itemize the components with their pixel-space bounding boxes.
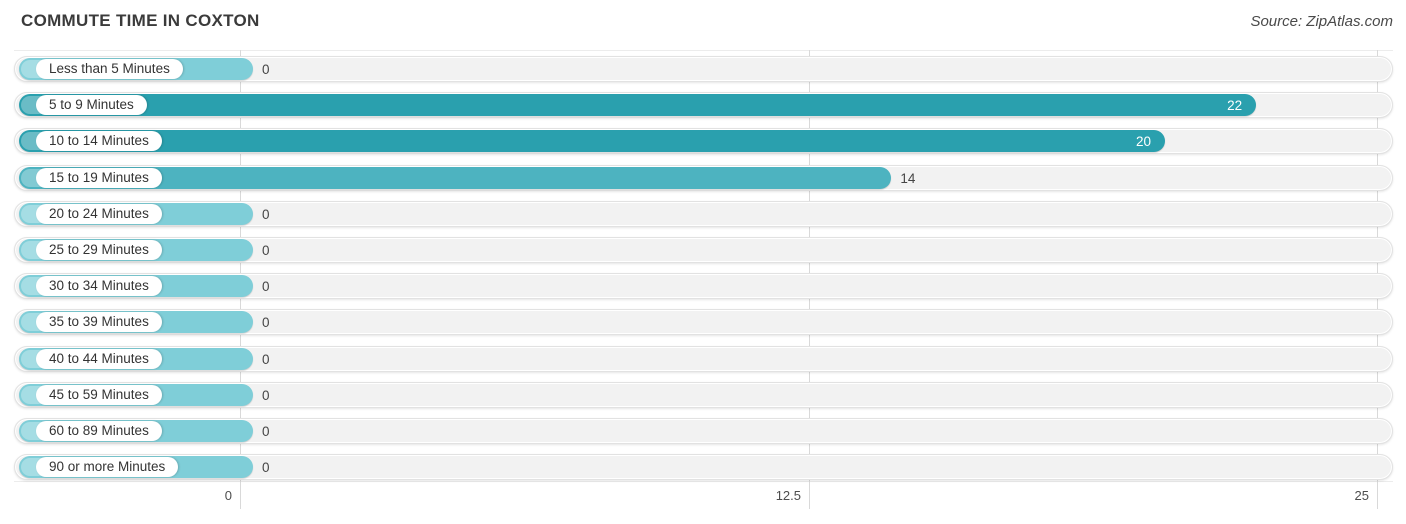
category-label-pill: 15 to 19 Minutes: [36, 167, 162, 188]
category-label-pill: 60 to 89 Minutes: [36, 420, 162, 441]
bar[interactable]: Less than 5 Minutes: [19, 58, 253, 80]
bar[interactable]: 60 to 89 Minutes: [19, 419, 253, 442]
category-label: 10 to 14 Minutes: [49, 133, 149, 149]
value-label: 0: [262, 242, 270, 258]
x-tick-label: 12.5: [775, 488, 801, 503]
value-label: 0: [262, 387, 270, 403]
category-label: 15 to 19 Minutes: [49, 169, 149, 185]
value-label: 0: [262, 206, 270, 222]
bar[interactable]: 40 to 44 Minutes: [19, 347, 253, 370]
category-label: 60 to 89 Minutes: [49, 422, 149, 438]
x-tick-label: 25: [1354, 488, 1369, 503]
category-label-pill: 90 or more Minutes: [36, 457, 179, 478]
bar-row: 30 to 34 Minutes 0: [14, 273, 1393, 300]
value-label: 0: [262, 279, 270, 295]
category-label-pill: 45 to 59 Minutes: [36, 384, 162, 405]
category-label-pill: Less than 5 Minutes: [36, 59, 183, 79]
value-label: 0: [262, 315, 270, 331]
category-label-pill: 35 to 39 Minutes: [36, 312, 162, 333]
bar-row: Less than 5 Minutes 0: [14, 56, 1393, 82]
category-label-pill: 10 to 14 Minutes: [36, 131, 162, 152]
category-label-pill: 25 to 29 Minutes: [36, 239, 162, 260]
x-tick-label: 0: [224, 488, 232, 503]
category-label: 90 or more Minutes: [49, 459, 166, 475]
value-label: 14: [900, 170, 916, 186]
bar[interactable]: 20 to 24 Minutes: [19, 202, 253, 225]
source-attribution: Source: ZipAtlas.com: [1250, 13, 1393, 30]
category-label: 5 to 9 Minutes: [49, 97, 134, 113]
category-label: 25 to 29 Minutes: [49, 241, 149, 257]
bar-row: 15 to 19 Minutes 14: [14, 164, 1393, 191]
bar-row: 90 or more Minutes 0: [14, 454, 1393, 481]
category-label: Less than 5 Minutes: [49, 61, 170, 76]
value-label: 0: [262, 460, 270, 476]
category-label: 20 to 24 Minutes: [49, 205, 149, 221]
bar-row: 40 to 44 Minutes 0: [14, 345, 1393, 372]
bar[interactable]: 10 to 14 Minutes: [19, 130, 1165, 153]
bar-row: 5 to 9 Minutes 22: [14, 92, 1393, 119]
category-label: 45 to 59 Minutes: [49, 386, 149, 402]
bar[interactable]: 35 to 39 Minutes: [19, 311, 253, 334]
bar-row: 60 to 89 Minutes 0: [14, 417, 1393, 444]
bar-row: 10 to 14 Minutes 20: [14, 128, 1393, 155]
category-label-pill: 20 to 24 Minutes: [36, 203, 162, 224]
value-label: 20: [1135, 134, 1151, 150]
value-label: 0: [262, 62, 270, 77]
category-label: 35 to 39 Minutes: [49, 314, 149, 330]
category-label-pill: 5 to 9 Minutes: [36, 95, 147, 116]
bar-row: 20 to 24 Minutes 0: [14, 200, 1393, 227]
bar-row: 45 to 59 Minutes 0: [14, 381, 1393, 408]
bar-rows: Less than 5 Minutes 0 5 to 9 Minutes 22 …: [14, 56, 1393, 490]
bar[interactable]: 25 to 29 Minutes: [19, 238, 253, 261]
bar[interactable]: 15 to 19 Minutes: [19, 166, 892, 189]
bar-row: 25 to 29 Minutes 0: [14, 236, 1393, 263]
bar[interactable]: 5 to 9 Minutes: [19, 94, 1257, 117]
category-label-pill: 30 to 34 Minutes: [36, 276, 162, 297]
category-label: 40 to 44 Minutes: [49, 350, 149, 366]
plot-top-border: [14, 50, 1393, 51]
value-label: 0: [262, 351, 270, 367]
bar[interactable]: 30 to 34 Minutes: [19, 275, 253, 298]
bar[interactable]: 90 or more Minutes: [19, 456, 253, 479]
plot-bottom-border: [14, 481, 1393, 482]
bar[interactable]: 45 to 59 Minutes: [19, 383, 253, 406]
category-label: 30 to 34 Minutes: [49, 278, 149, 294]
bar-row: 35 to 39 Minutes 0: [14, 309, 1393, 336]
category-label-pill: 40 to 44 Minutes: [36, 348, 162, 369]
value-label: 22: [1227, 98, 1243, 114]
chart-title: COMMUTE TIME IN COXTON: [21, 11, 260, 30]
value-label: 0: [262, 423, 270, 439]
